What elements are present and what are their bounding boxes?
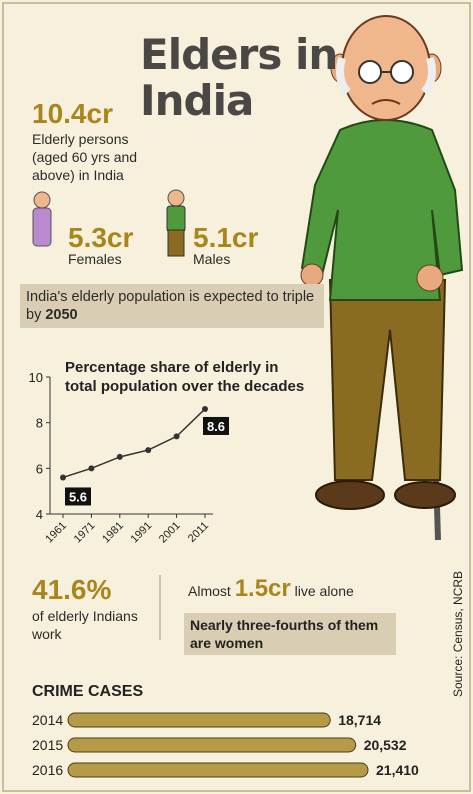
y-tick-label: 6 [36,461,43,476]
bar [68,763,368,777]
title-line: Elders in [140,32,337,78]
category-label: 2015 [32,737,63,753]
x-tick-label: 1981 [100,520,126,546]
y-tick-label: 4 [36,507,43,522]
total-description: Elderly persons (aged 60 yrs and above) … [32,130,157,184]
x-tick-label: 1961 [43,520,69,546]
hand [417,265,443,291]
value-label: 18,714 [338,712,381,728]
value-label: 21,410 [376,762,419,778]
female-icon [34,192,50,208]
work-value: 41.6% [32,574,111,606]
bar [68,738,356,752]
female-icon [33,208,51,246]
head [342,16,430,120]
glasses [359,61,381,83]
title-line: India [140,78,337,124]
male-icon [168,230,184,256]
line [63,409,205,478]
crime-chart: CRIME CASES 2014 18,714 2015 20,532 2016 21,41… [0,670,473,794]
point [60,474,66,480]
infographic: Elders inIndia 10.4cr Elderly persons (a… [0,0,473,794]
crime-title: CRIME CASES [32,683,143,700]
category-label: 2016 [32,762,63,778]
total-value: 10.4cr [32,98,113,130]
x-tick-label: 1971 [72,520,98,546]
banner: India's elderly population is expected t… [20,284,324,328]
work-description: of elderly Indians work [32,607,142,643]
females-label: Females [68,250,122,268]
point [117,454,123,460]
shoe [395,482,455,508]
banner-highlight: 2050 [45,307,77,323]
alone-line: Almost 1.5cr live alone [188,580,354,600]
line-chart-title: Percentage share of elderly in total pop… [65,358,305,396]
trousers [330,280,445,480]
males-label: Males [193,250,230,268]
shoe [316,481,384,509]
value-label: 8.6 [207,419,225,434]
point [145,447,151,453]
alone-suffix: live alone [295,583,354,599]
value-label: 20,532 [364,737,407,753]
x-tick-label: 2011 [186,520,211,545]
alone-prefix: Almost [188,583,231,599]
y-tick-label: 8 [36,416,43,431]
point [202,406,208,412]
value-label: 5.6 [69,489,87,504]
category-label: 2014 [32,712,63,728]
point [174,433,180,439]
point [88,465,94,471]
alone-value: 1.5cr [235,575,291,602]
male-icon [168,190,184,206]
x-tick-label: 2001 [157,520,183,546]
alone-note: Nearly three-fourths of them are women [184,613,396,655]
male-icon [167,206,185,232]
bar [68,713,330,727]
hand [301,264,323,286]
y-tick-label: 10 [29,370,43,385]
glasses [391,61,413,83]
x-tick-label: 1991 [129,520,155,546]
